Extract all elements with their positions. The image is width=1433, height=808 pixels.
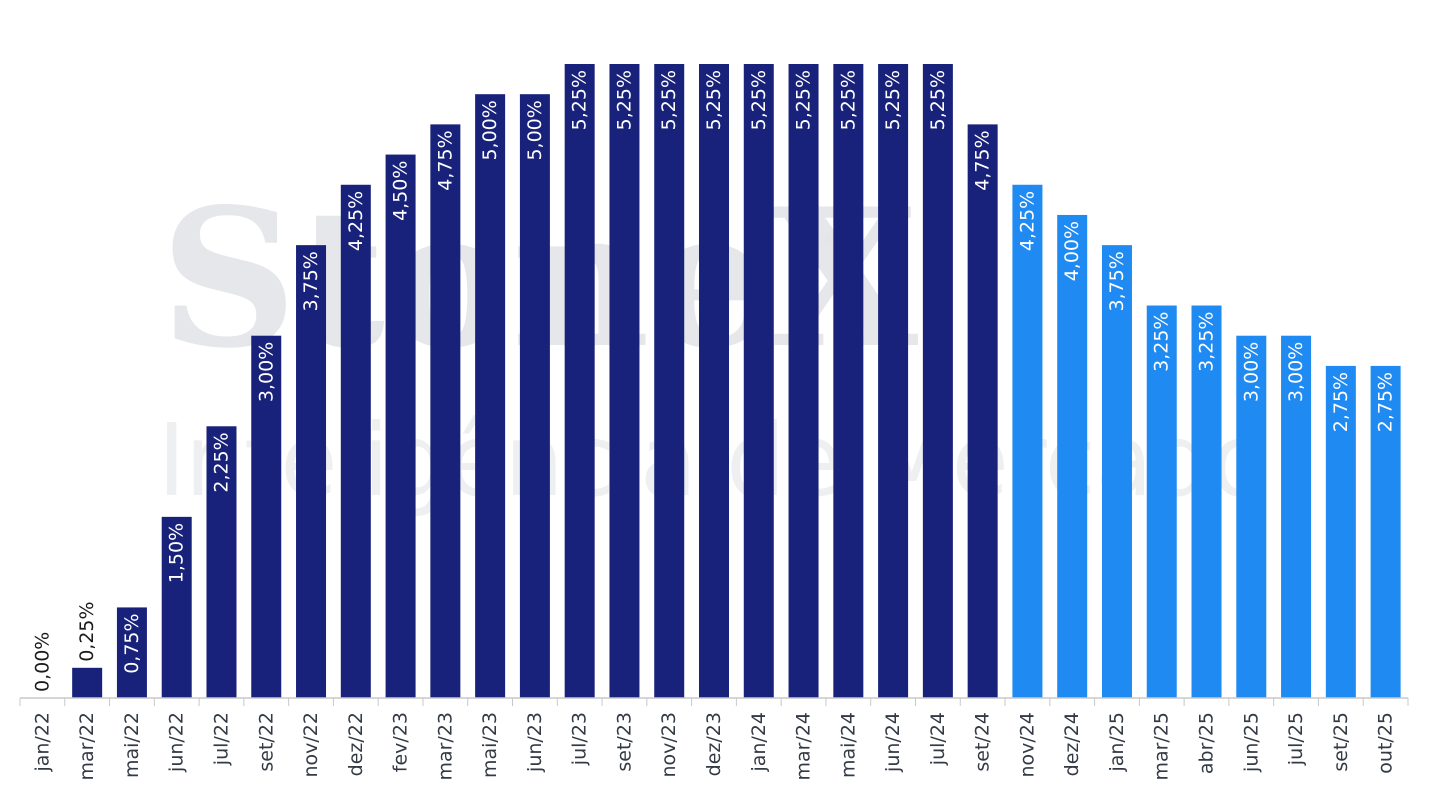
x-tick-label: set/24 (972, 712, 994, 772)
bar (1146, 305, 1177, 698)
data-label: 5,25% (837, 70, 859, 130)
bar (1370, 365, 1401, 698)
data-label: 5,25% (658, 70, 680, 130)
data-label: 2,75% (1330, 372, 1352, 432)
bar (967, 124, 998, 698)
bar (564, 64, 595, 698)
x-tick-label: nov/22 (300, 712, 322, 778)
bar (296, 245, 327, 698)
x-tick-label: jun/23 (524, 712, 546, 773)
data-label: 3,75% (1106, 251, 1128, 311)
x-tick-labels: jan/22 mar/22 mai/22 jun/22 jul/22 set/22 nov/… (31, 712, 1396, 781)
data-label: 4,25% (345, 191, 367, 251)
x-tick-label: mar/24 (793, 712, 815, 781)
x-tick-label: dez/22 (345, 712, 367, 776)
x-tick-label: dez/24 (1061, 712, 1083, 776)
bar (206, 426, 237, 698)
bar (430, 124, 461, 698)
bars (72, 64, 1401, 699)
bar (475, 94, 506, 698)
watermark-registered: ® (820, 230, 836, 249)
bar (1101, 245, 1132, 698)
x-axis (19, 697, 1409, 706)
bar (161, 516, 192, 698)
data-label: 4,00% (1061, 221, 1083, 281)
x-tick-label: set/23 (613, 712, 635, 772)
x-tick-label: dez/23 (703, 712, 725, 776)
data-label: 4,75% (434, 130, 456, 190)
x-tick-label: jun/24 (882, 712, 904, 773)
data-label: 0,00% (31, 632, 53, 692)
x-tick-label: mai/24 (837, 712, 859, 778)
bar (833, 64, 864, 698)
x-tick-label: mar/23 (434, 712, 456, 781)
data-label: 5,25% (927, 70, 949, 130)
data-label: 2,75% (1375, 372, 1397, 432)
data-label: 4,25% (1016, 191, 1038, 251)
x-tick-label: jul/25 (1285, 712, 1307, 766)
bar (385, 154, 416, 699)
data-label: 4,75% (972, 130, 994, 190)
data-label: 5,25% (613, 70, 635, 130)
bar (654, 64, 685, 698)
x-tick-label: jan/25 (1106, 712, 1128, 773)
data-label: 5,25% (569, 70, 591, 130)
data-label: 5,25% (882, 70, 904, 130)
data-label: 5,00% (524, 100, 546, 160)
data-label: 5,25% (748, 70, 770, 130)
x-tick-label: mar/25 (1151, 712, 1173, 781)
data-label: 2,25% (210, 432, 232, 492)
x-tick-label: jul/23 (569, 712, 591, 766)
data-label: 5,00% (479, 100, 501, 160)
x-tick-label: set/22 (255, 712, 277, 772)
data-label: 5,25% (703, 70, 725, 130)
bar (609, 64, 640, 698)
data-label: 0,25% (76, 601, 98, 661)
x-tick-label: nov/23 (658, 712, 680, 778)
data-label: 3,25% (1196, 312, 1218, 372)
data-label: 3,75% (300, 251, 322, 311)
x-tick-label: jun/25 (1240, 712, 1262, 773)
bar (1281, 335, 1312, 698)
x-tick-label: jan/22 (31, 712, 53, 773)
bar (1057, 214, 1088, 698)
x-tick-label: mar/22 (76, 712, 98, 781)
data-label: 4,50% (390, 161, 412, 221)
x-tick-label: jul/24 (927, 712, 949, 766)
x-tick-label: jan/24 (748, 712, 770, 773)
data-label: 3,25% (1151, 312, 1173, 372)
x-tick-label: mai/23 (479, 712, 501, 778)
bar (72, 667, 103, 698)
bar (1191, 305, 1222, 698)
bar (743, 64, 774, 698)
data-label: 3,00% (1285, 342, 1307, 402)
x-tick-label: nov/24 (1016, 712, 1038, 778)
x-tick-label: jun/22 (166, 712, 188, 773)
bar (788, 64, 819, 698)
x-tick-label: out/25 (1375, 712, 1397, 774)
bar (251, 335, 282, 698)
bar (1012, 184, 1043, 698)
x-tick-label: set/25 (1330, 712, 1352, 772)
data-label: 3,00% (1240, 342, 1262, 402)
bar (519, 94, 550, 698)
bar (1236, 335, 1267, 698)
x-tick-label: jul/22 (210, 712, 232, 766)
x-tick-label: fev/23 (390, 712, 412, 772)
data-label: 0,75% (121, 613, 143, 673)
x-tick-label: mai/22 (121, 712, 143, 778)
data-label: 5,25% (793, 70, 815, 130)
bar (1325, 365, 1356, 698)
bar (340, 184, 371, 698)
x-tick-label: abr/25 (1196, 712, 1218, 774)
data-labels: 0,00% 0,25% 0,75% 1,50% 2,25% 3,00% 3,75% 4,25%… (31, 70, 1396, 692)
bar (878, 64, 909, 698)
bar (116, 607, 147, 698)
data-label: 1,50% (166, 523, 188, 583)
data-label: 3,00% (255, 342, 277, 402)
bar (922, 64, 953, 698)
bar (699, 64, 729, 698)
